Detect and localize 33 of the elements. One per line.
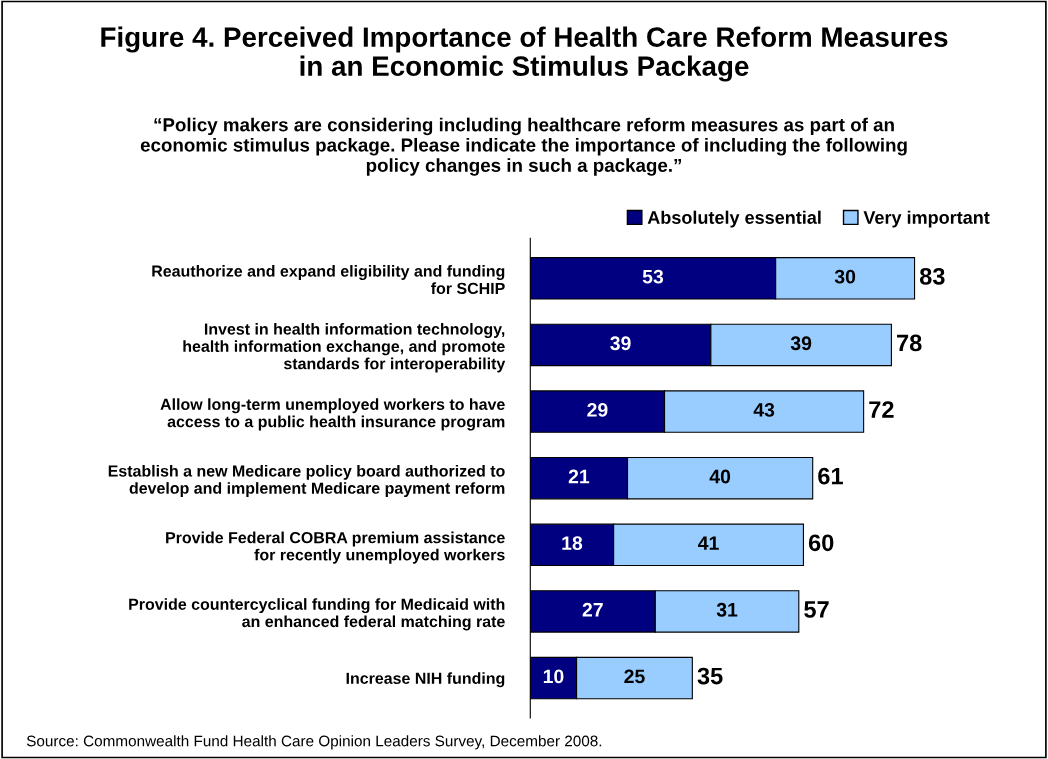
data-label: 25	[624, 669, 645, 684]
source-note: Source: Commonwealth Fund Health Care Opinion Leaders Survey, December 2008.	[26, 735, 602, 750]
data-label: 29	[587, 403, 608, 417]
y-tick-label: Provide Federal COBRA premium assistance for recently unemployed workers	[166, 531, 505, 564]
total-label: 57	[804, 601, 829, 618]
legend-label: Very important	[863, 210, 990, 228]
y-tick-label: Allow long-term unemployed workers to have access to a public health insurance program	[160, 398, 505, 431]
data-label: 53	[642, 269, 664, 284]
data-label: 43	[753, 403, 775, 417]
y-tick-label: Provide countercyclical funding for Medicaid with an enhanced federal matching rate	[129, 598, 505, 631]
data-label: 27	[582, 602, 603, 617]
chart-title: Figure 4. Perceived Importance of Health Care Reform Measures in an Economic Stimulus Package	[101, 26, 948, 82]
data-label: 40	[709, 469, 731, 484]
data-label: 39	[610, 336, 631, 351]
total-label: 61	[818, 467, 843, 485]
data-label: 10	[543, 669, 564, 684]
data-label: 30	[834, 269, 856, 284]
data-label: 18	[562, 536, 583, 551]
y-tick-label: Establish a new Medicare policy board authorized to develop and implement Medicare payment reform	[108, 464, 505, 498]
data-label: 21	[568, 469, 590, 484]
total-label: 35	[697, 667, 723, 685]
data-label: 31	[716, 602, 738, 617]
y-tick-label: Invest in health information technology, health information exchange, and promote standards for interoperability	[183, 323, 506, 373]
total-label: 72	[869, 401, 894, 418]
y-tick-label: Increase NIH funding	[346, 672, 505, 688]
data-label: 41	[698, 536, 719, 550]
total-label: 83	[919, 267, 945, 285]
y-tick-label: Reauthorize and expand eligibility and funding for SCHIP	[152, 265, 505, 295]
chart-subtitle: “Policy makers are considering including healthcare reform measures as part of an economic stimulus package. Please indicate the importance of including the following policy changes in such a package.”	[140, 117, 907, 176]
total-label: 78	[897, 334, 922, 352]
data-label: 39	[790, 336, 812, 351]
legend-label: Absolutely essential	[647, 210, 821, 228]
total-label: 60	[808, 534, 834, 552]
